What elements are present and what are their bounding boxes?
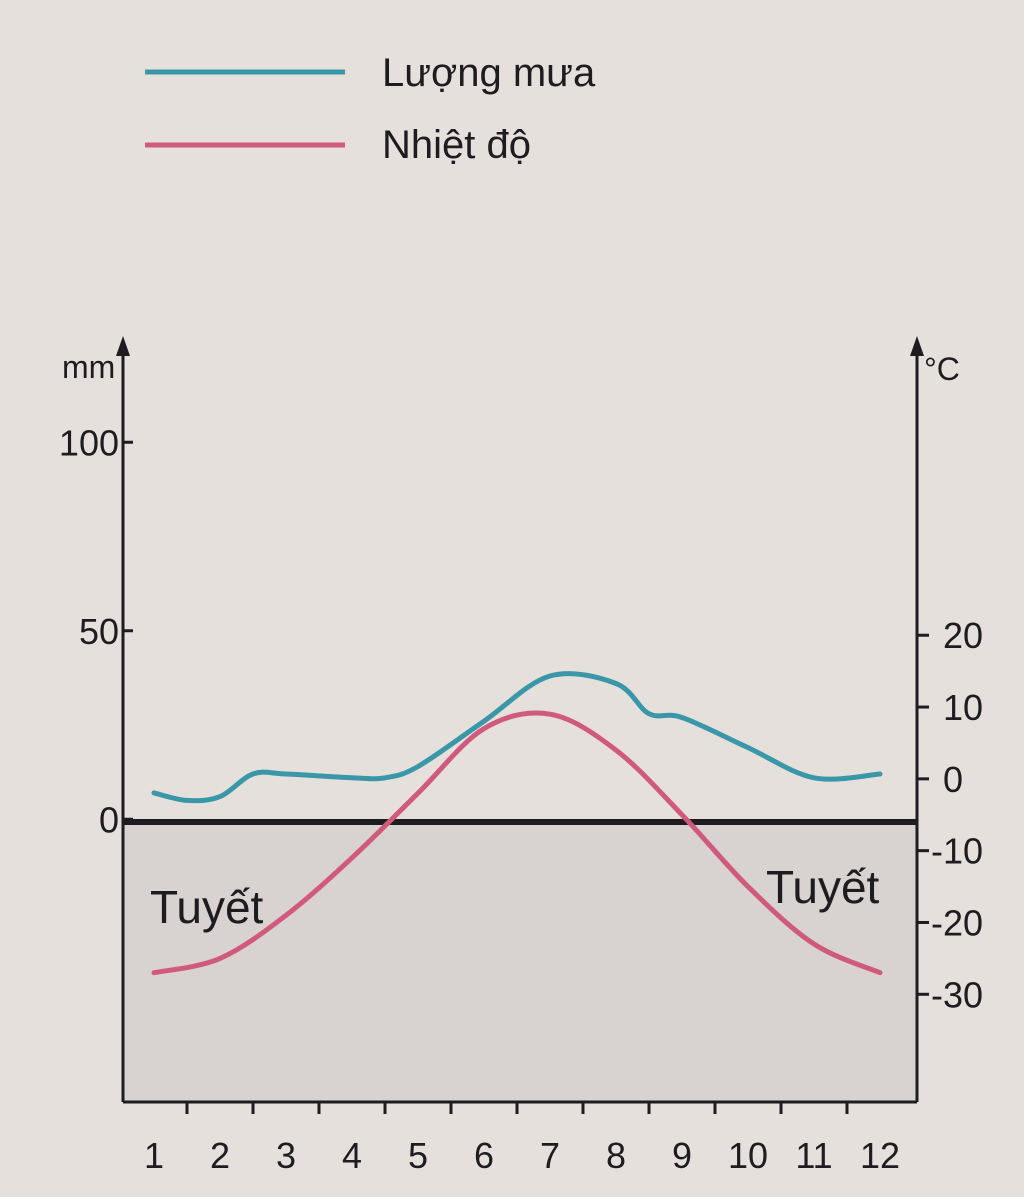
series-layer: [151, 671, 883, 976]
right-tick-label: -30: [931, 974, 983, 1015]
right-tick-label: -20: [931, 902, 983, 943]
x-tick-label: 3: [276, 1135, 296, 1176]
x-axis-ticks: 1 2 3 4 5 6 7 8 9 10 11 12: [144, 1102, 900, 1176]
x-tick-label: 5: [408, 1135, 428, 1176]
right-tick-label: 20: [943, 615, 983, 656]
x-tick-label: 8: [606, 1135, 626, 1176]
right-axis-ticks: 20 10 0 -10 -20 -30: [917, 615, 983, 1015]
left-axis-unit: mm: [62, 349, 115, 385]
rain-line: [151, 671, 883, 804]
temperature-line: [151, 710, 883, 976]
x-tick-label: 1: [144, 1135, 164, 1176]
right-axis-unit: °C: [924, 351, 960, 387]
right-tick-label: 10: [943, 687, 983, 728]
x-tick-label: 6: [474, 1135, 494, 1176]
x-tick-label: 11: [795, 1135, 832, 1176]
left-tick-label: 100: [59, 422, 119, 463]
x-tick-label: 10: [728, 1135, 768, 1176]
right-axis-arrow-icon: [910, 336, 924, 356]
x-tick-label: 2: [210, 1135, 230, 1176]
right-tick-label: 0: [943, 759, 963, 800]
x-tick-label: 7: [540, 1135, 560, 1176]
axes: [121, 348, 919, 1104]
x-tick-label: 4: [342, 1135, 362, 1176]
legend-label-rain: Lượng mưa: [382, 51, 596, 95]
snow-label-right: Tuyết: [766, 861, 880, 913]
snow-label-left: Tuyết: [150, 881, 264, 933]
legend-label-temperature: Nhiệt độ: [382, 123, 531, 167]
right-tick-label: -10: [931, 831, 983, 872]
left-axis-ticks: 0 50 100: [59, 422, 133, 840]
below-zero-area: [123, 822, 917, 1102]
left-tick-label: 50: [79, 611, 119, 652]
x-tick-label: 12: [860, 1135, 900, 1176]
x-tick-label: 9: [672, 1135, 692, 1176]
legend: Lượng mưa Nhiệt độ: [145, 51, 596, 167]
left-axis-arrow-icon: [116, 336, 130, 356]
legend-item-rain: Lượng mưa: [145, 51, 596, 95]
legend-item-temperature: Nhiệt độ: [145, 123, 531, 167]
left-tick-label: 0: [99, 799, 119, 840]
